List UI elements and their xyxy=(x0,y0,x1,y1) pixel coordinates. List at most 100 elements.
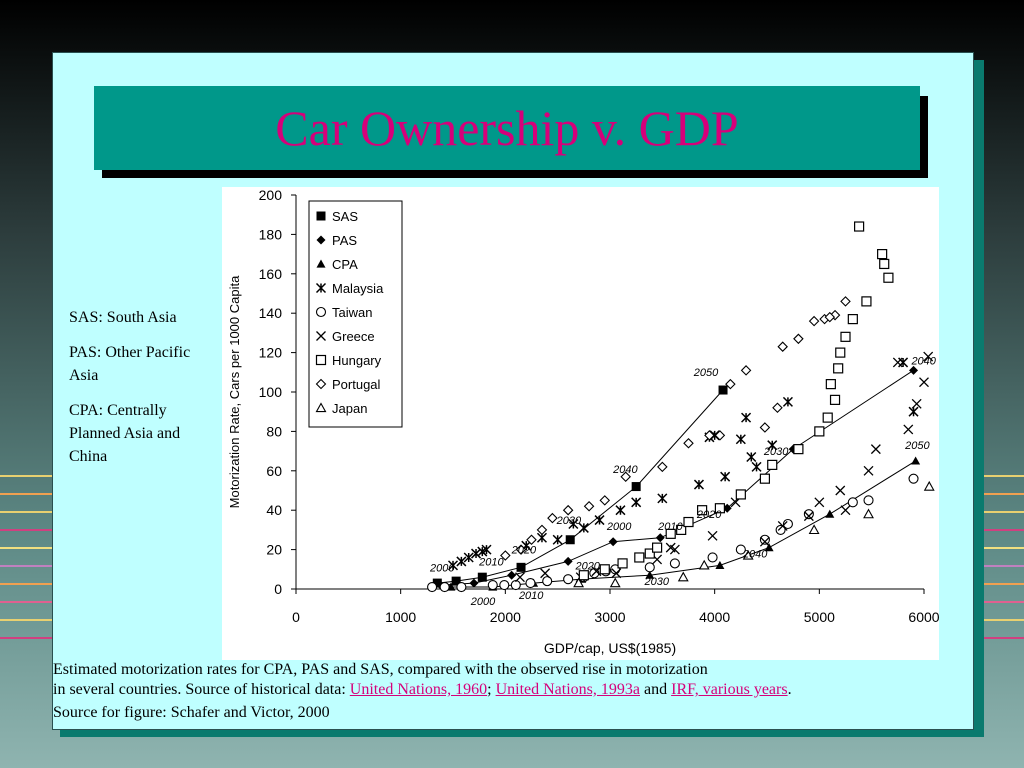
data-point xyxy=(777,341,788,352)
data-point xyxy=(825,509,835,518)
year-annotation: 2050 xyxy=(693,367,719,379)
year-annotation: 2020 xyxy=(574,560,600,572)
legend-label: PAS xyxy=(332,233,357,248)
data-point xyxy=(877,248,888,260)
year-annotation: 2000 xyxy=(429,562,455,574)
data-point xyxy=(676,524,687,535)
data-point xyxy=(772,402,783,414)
data-point xyxy=(829,394,841,405)
year-annotation: 2030 xyxy=(556,515,582,527)
data-point xyxy=(594,515,605,526)
title-box: Car Ownership v. GDP xyxy=(94,86,920,170)
data-point xyxy=(840,331,851,342)
data-point xyxy=(693,479,704,490)
year-annotation: 2030 xyxy=(644,576,670,588)
data-point xyxy=(657,493,668,504)
link-united-nations-1960[interactable]: United Nations, 1960 xyxy=(349,681,488,698)
data-point xyxy=(814,497,825,508)
legend-label: Malaysia xyxy=(332,281,384,296)
data-point xyxy=(683,516,694,528)
x-tick-label: 6000 xyxy=(908,609,939,625)
data-point xyxy=(562,504,574,516)
data-point xyxy=(825,379,836,390)
data-point xyxy=(704,430,715,441)
x-tick-label: 4000 xyxy=(699,609,730,625)
data-point xyxy=(883,272,894,283)
data-point xyxy=(903,424,914,435)
data-point xyxy=(315,402,327,413)
x-tick-label: 3000 xyxy=(594,609,625,625)
note-sas: SAS: South Asia xyxy=(69,309,177,326)
link-united-nations-1993a[interactable]: United Nations, 1993a xyxy=(495,681,640,698)
data-point xyxy=(578,522,589,533)
data-point xyxy=(525,578,536,589)
series-japan xyxy=(573,480,935,588)
year-annotation: 2030 xyxy=(763,446,789,458)
data-point xyxy=(315,354,327,366)
data-point xyxy=(516,562,526,572)
data-point xyxy=(669,558,680,569)
data-point xyxy=(655,533,665,543)
data-point xyxy=(515,544,527,555)
data-point xyxy=(427,581,438,593)
data-point xyxy=(847,314,858,325)
legend-label: Japan xyxy=(332,401,367,416)
data-point xyxy=(683,437,694,449)
link-irf-various-years[interactable]: IRF, various years xyxy=(671,681,788,698)
caption-line-3: Source for figure: Schafer and Victor, 2… xyxy=(53,704,330,721)
data-point xyxy=(609,577,621,588)
data-point xyxy=(759,422,771,433)
caption-line-1: Estimated motorization rates for CPA, PA… xyxy=(53,661,708,678)
year-annotation: 2010 xyxy=(657,521,683,533)
data-point xyxy=(751,461,762,472)
data-point xyxy=(861,296,872,307)
data-point xyxy=(808,315,820,327)
data-point xyxy=(908,406,919,417)
data-point xyxy=(547,512,558,524)
data-point xyxy=(644,562,655,573)
data-point xyxy=(854,221,865,232)
data-point xyxy=(714,503,725,514)
data-point xyxy=(499,580,510,591)
x-tick-label: 1000 xyxy=(385,609,416,625)
data-point xyxy=(822,412,833,423)
series-greece xyxy=(515,351,934,583)
data-point xyxy=(563,556,573,566)
data-point xyxy=(615,505,626,516)
data-point xyxy=(714,430,726,441)
data-point xyxy=(481,544,492,555)
data-point xyxy=(463,552,474,563)
data-point xyxy=(847,497,858,508)
data-point xyxy=(507,570,517,580)
data-point xyxy=(720,471,731,482)
data-point xyxy=(316,235,326,245)
data-point xyxy=(470,548,482,559)
data-point xyxy=(775,524,786,535)
year-annotation: 2000 xyxy=(470,596,496,608)
data-point xyxy=(741,412,752,423)
data-point xyxy=(840,505,851,516)
data-point xyxy=(908,473,919,484)
data-point xyxy=(568,518,579,530)
data-point xyxy=(911,398,922,409)
data-point xyxy=(909,365,919,375)
legend-label: Hungary xyxy=(332,353,382,368)
data-point xyxy=(892,357,903,368)
year-annotation: 2040 xyxy=(910,355,936,367)
year-annotation: 2010 xyxy=(478,556,504,568)
data-point xyxy=(803,509,814,520)
y-tick-label: 140 xyxy=(259,305,283,321)
legend-label: Taiwan xyxy=(332,305,372,320)
data-point xyxy=(315,306,327,318)
caption-line-2: in several countries. Source of historic… xyxy=(53,680,973,700)
y-axis-label: Motorization Rate, Cars per 1000 Capita xyxy=(227,275,242,508)
data-point xyxy=(500,550,511,561)
data-point xyxy=(439,581,450,593)
data-point xyxy=(631,497,642,508)
data-point xyxy=(740,365,752,376)
data-point xyxy=(645,570,655,579)
series-hungary xyxy=(578,221,894,581)
data-point xyxy=(652,542,663,553)
data-point xyxy=(870,444,881,455)
data-point xyxy=(697,505,708,516)
